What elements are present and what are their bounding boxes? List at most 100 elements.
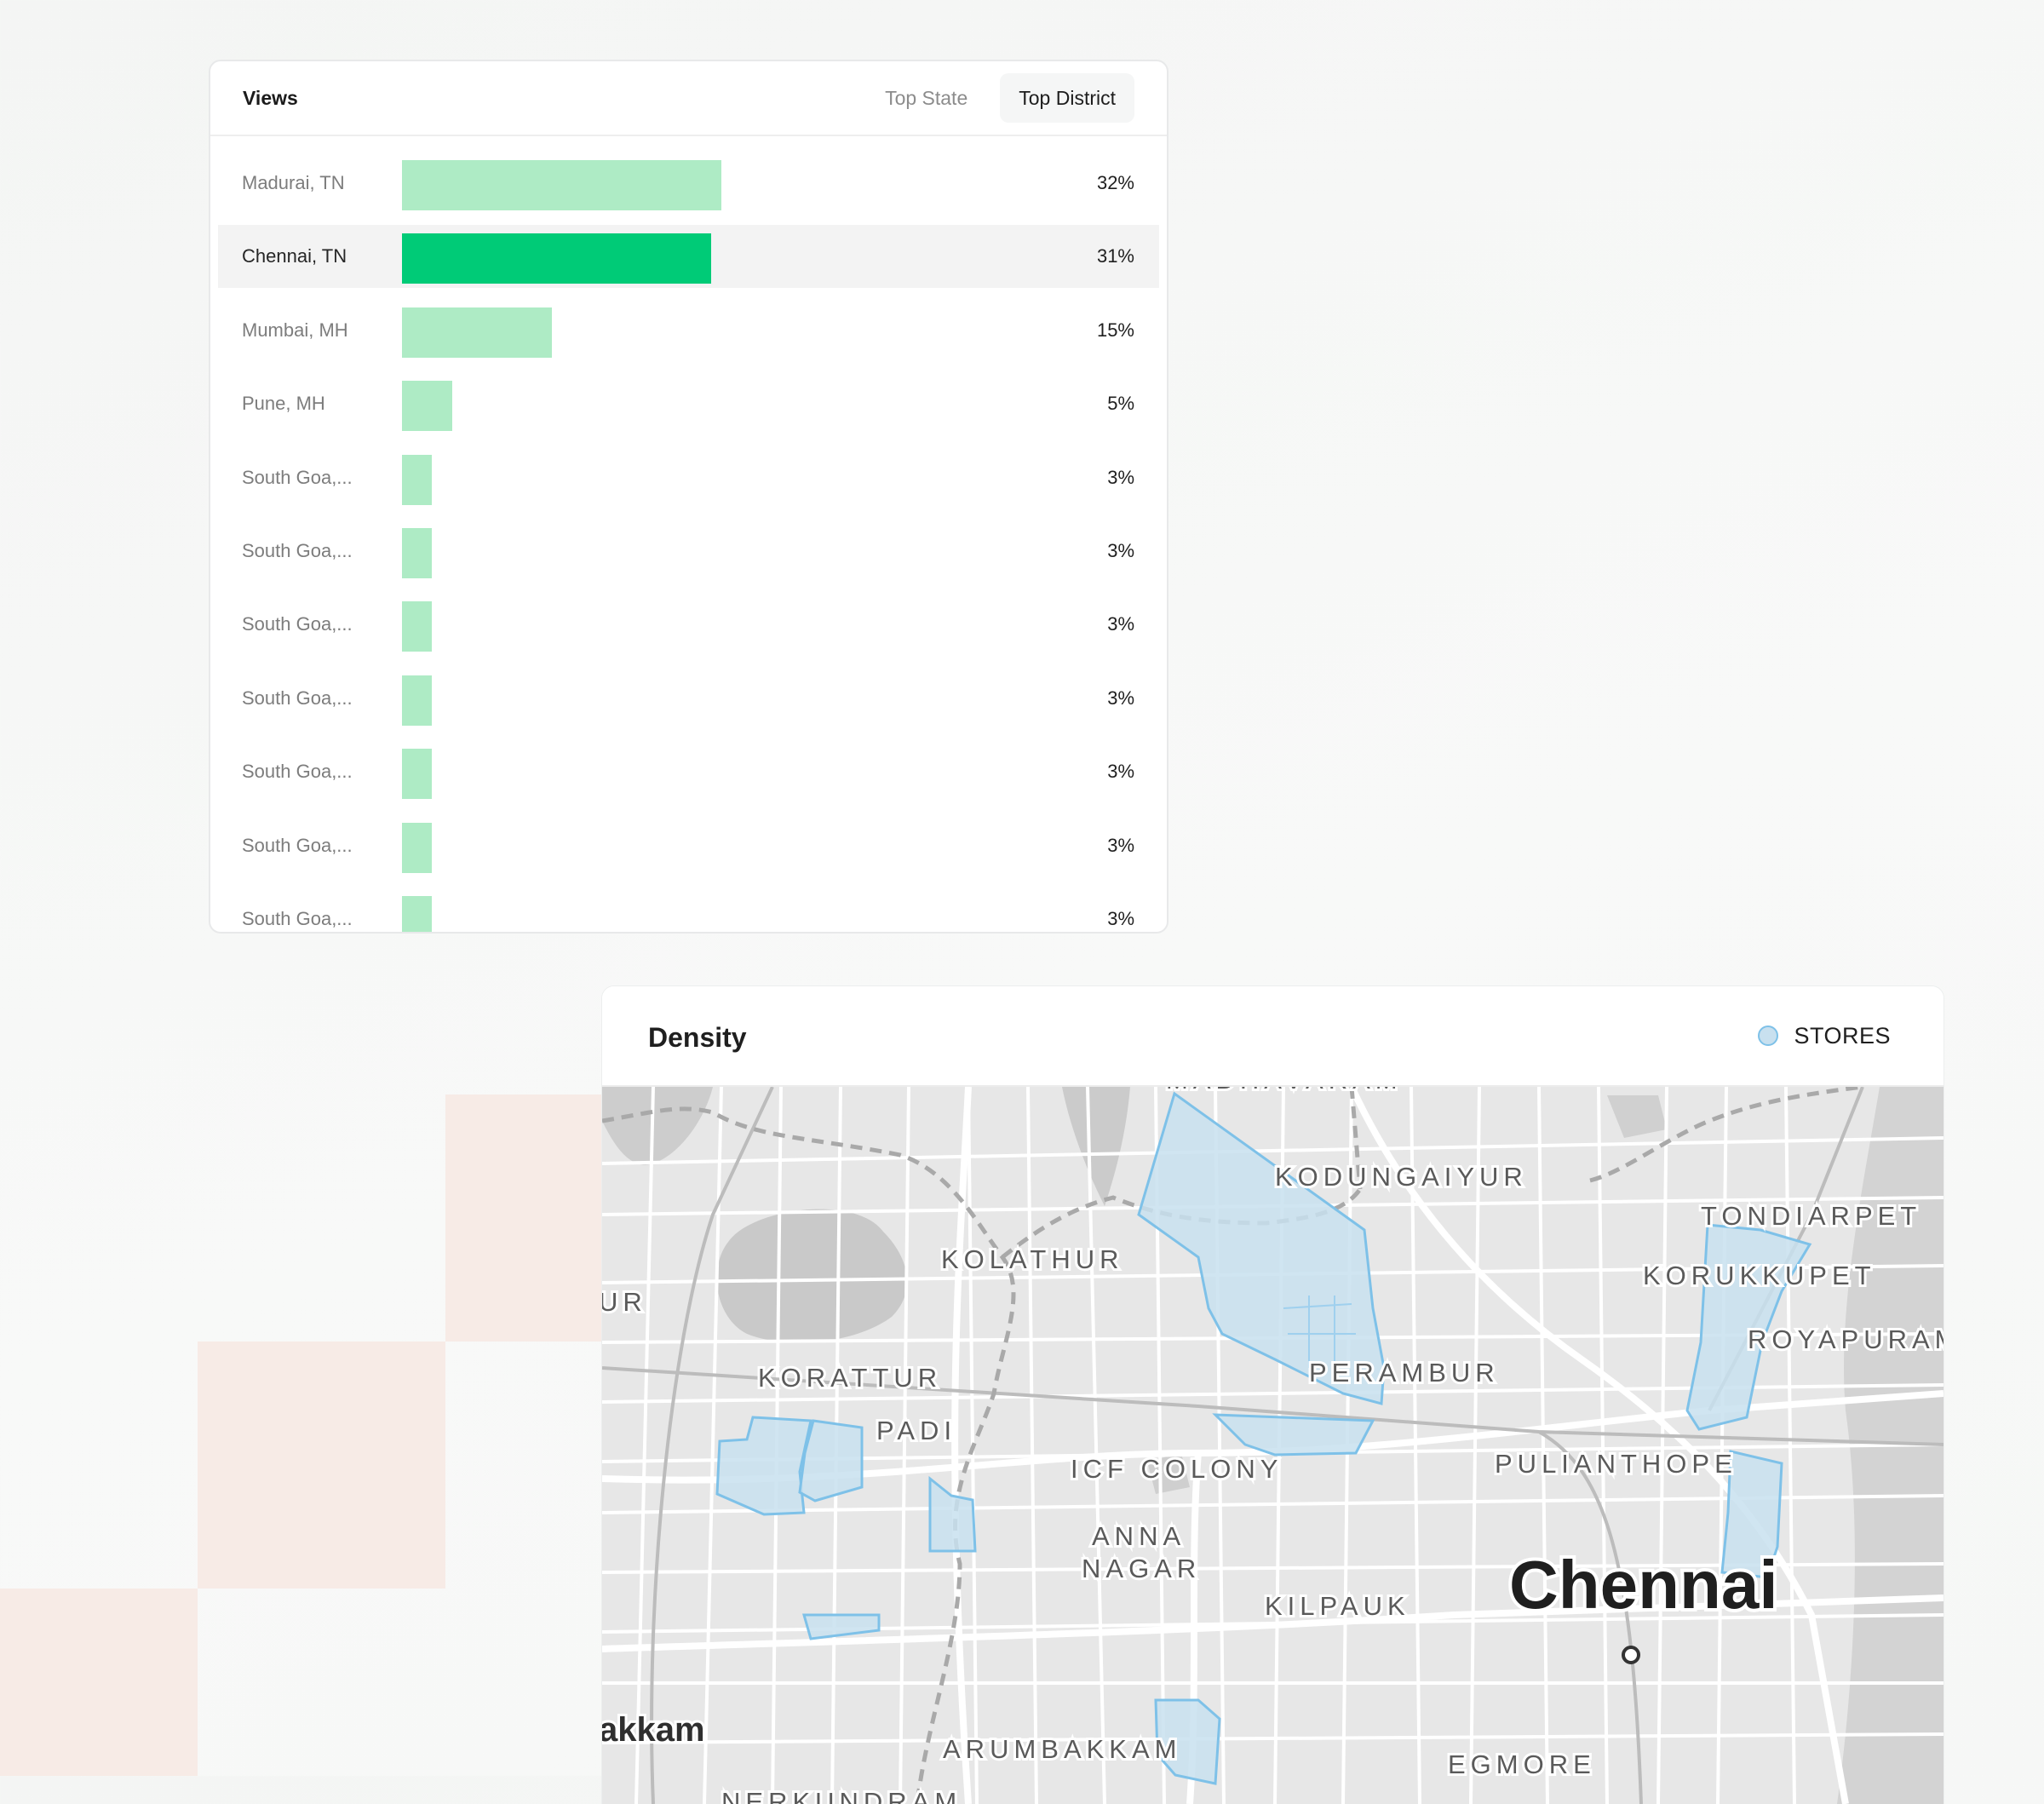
density-map[interactable]: MADHAVARAM KODUNGAIYUR TONDIARPET KORUKK… — [602, 1087, 1944, 1804]
locality-label: MADHAVARAM — [1166, 1087, 1403, 1094]
density-header: Density STORES — [602, 986, 1944, 1087]
district-row[interactable]: South Goa,... 3% — [218, 520, 1159, 583]
district-row[interactable]: Pune, MH 5% — [218, 372, 1159, 435]
store-area-korattur-west — [715, 1416, 812, 1516]
district-row[interactable]: Madurai, TN 32% — [218, 152, 1159, 215]
stores-legend-label: STORES — [1794, 1022, 1891, 1049]
district-row[interactable]: South Goa,... 3% — [218, 814, 1159, 877]
locality-label: EGMORE — [1448, 1749, 1596, 1779]
water-shape — [1607, 1095, 1667, 1138]
district-row[interactable]: South Goa,... 3% — [218, 667, 1159, 730]
district-bar — [402, 675, 432, 726]
district-value: 3% — [1107, 540, 1134, 561]
district-label: South Goa,... — [242, 466, 353, 488]
store-areas — [715, 1091, 1812, 1785]
views-card: Views Top State Top District Madurai, TN… — [209, 60, 1168, 934]
locality-label: PULIANTHOPE — [1495, 1449, 1737, 1479]
locality-label: KILPAUK — [1265, 1591, 1410, 1621]
locality-label: NAGAR — [1082, 1554, 1201, 1583]
locality-labels: MADHAVARAM KODUNGAIYUR TONDIARPET KORUKK… — [602, 1087, 1944, 1804]
district-row[interactable]: Chennai, TN 31% — [218, 225, 1159, 289]
district-bar — [402, 601, 432, 652]
rail-lines — [602, 1087, 1944, 1804]
locality-label: KORATTUR — [758, 1363, 942, 1393]
locality-label: KODUNGAIYUR — [1275, 1162, 1528, 1192]
background-tile — [445, 1094, 603, 1342]
district-label: South Goa,... — [242, 687, 353, 709]
district-label: Chennai, TN — [242, 245, 347, 267]
district-bar — [402, 528, 432, 578]
locality-label: KORUKKUPET — [1643, 1261, 1876, 1290]
district-bar — [402, 896, 432, 932]
district-value: 3% — [1107, 908, 1134, 929]
district-value: 5% — [1107, 393, 1134, 415]
water-shape — [602, 1087, 713, 1165]
stores-legend-swatch — [1758, 1026, 1779, 1046]
locality-label: KOLATHUR — [941, 1244, 1124, 1274]
district-list: Madurai, TN 32% Chennai, TN 31% Mumbai, MH 15… — [210, 136, 1167, 932]
density-card: Density STORES — [602, 986, 1944, 1804]
district-value: 32% — [1096, 172, 1134, 193]
locality-label: ANNA — [1092, 1521, 1186, 1551]
district-bar — [402, 454, 432, 505]
locality-label: TONDIARPET — [1701, 1201, 1921, 1231]
locality-label: PERAMBUR — [1309, 1358, 1500, 1387]
district-value: 31% — [1096, 245, 1134, 267]
store-area-south-west — [802, 1613, 881, 1640]
district-value: 3% — [1107, 687, 1134, 709]
district-label: Mumbai, MH — [242, 319, 348, 341]
district-bar — [402, 160, 721, 210]
views-title: Views — [243, 87, 298, 109]
locality-label: ROYAPURAM — [1748, 1324, 1944, 1354]
city-marker-icon — [1622, 1646, 1640, 1664]
district-boundaries — [602, 1087, 1863, 1804]
store-area-korattur-east — [798, 1419, 864, 1502]
store-area-pulianthope — [1720, 1450, 1783, 1579]
district-row[interactable]: South Goa,... 3% — [218, 446, 1159, 509]
district-label: South Goa,... — [242, 540, 353, 561]
district-value: 3% — [1107, 834, 1134, 856]
district-value: 3% — [1107, 613, 1134, 635]
locality-label: ICF COLONY — [1071, 1454, 1283, 1484]
tab-top-state[interactable]: Top State — [885, 87, 968, 109]
store-area-perambur — [1212, 1413, 1375, 1456]
district-bar — [402, 381, 452, 432]
district-bar — [402, 307, 552, 358]
district-row[interactable]: Mumbai, MH 15% — [218, 299, 1159, 362]
district-bar — [402, 749, 432, 800]
city-label: Chennai — [1509, 1547, 1778, 1623]
tab-top-district[interactable]: Top District — [1000, 73, 1134, 123]
district-label: South Goa,... — [242, 613, 353, 635]
district-value: 3% — [1107, 761, 1134, 783]
locality-label: akkam — [602, 1711, 705, 1749]
density-title: Density — [648, 1022, 747, 1053]
store-area-kodungaiyur — [1137, 1091, 1386, 1405]
map-legend: STORES — [1758, 986, 1891, 1085]
locality-label: ARUMBAKKAM — [943, 1734, 1181, 1764]
district-label: South Goa,... — [242, 908, 353, 929]
store-area-details — [1283, 1296, 1356, 1368]
background-tile — [198, 1342, 445, 1589]
district-label: South Goa,... — [242, 834, 353, 856]
store-area-padi — [928, 1475, 977, 1553]
locality-label: NERKUNDRAM — [721, 1787, 962, 1804]
store-area-korukkupet — [1685, 1223, 1812, 1431]
district-row[interactable]: South Goa,... 3% — [218, 740, 1159, 803]
background-tile — [0, 1589, 198, 1776]
district-label: South Goa,... — [242, 761, 353, 783]
district-bar — [402, 822, 432, 873]
locality-label: UR — [602, 1287, 647, 1317]
district-value: 15% — [1096, 319, 1134, 341]
locality-label: PADI — [876, 1416, 956, 1445]
park-shape — [1147, 1453, 1190, 1494]
lake-shape — [716, 1209, 908, 1343]
district-label: Pune, MH — [242, 393, 325, 415]
district-row[interactable]: South Goa,... 3% — [218, 593, 1159, 656]
water-shape — [1062, 1087, 1130, 1206]
views-header: Views Top State Top District — [210, 61, 1167, 136]
district-bar — [402, 233, 711, 284]
views-tabs: Top State Top District — [866, 73, 1134, 123]
district-value: 3% — [1107, 466, 1134, 488]
district-label: Madurai, TN — [242, 172, 345, 193]
district-row[interactable]: South Goa,... 3% — [218, 888, 1159, 932]
